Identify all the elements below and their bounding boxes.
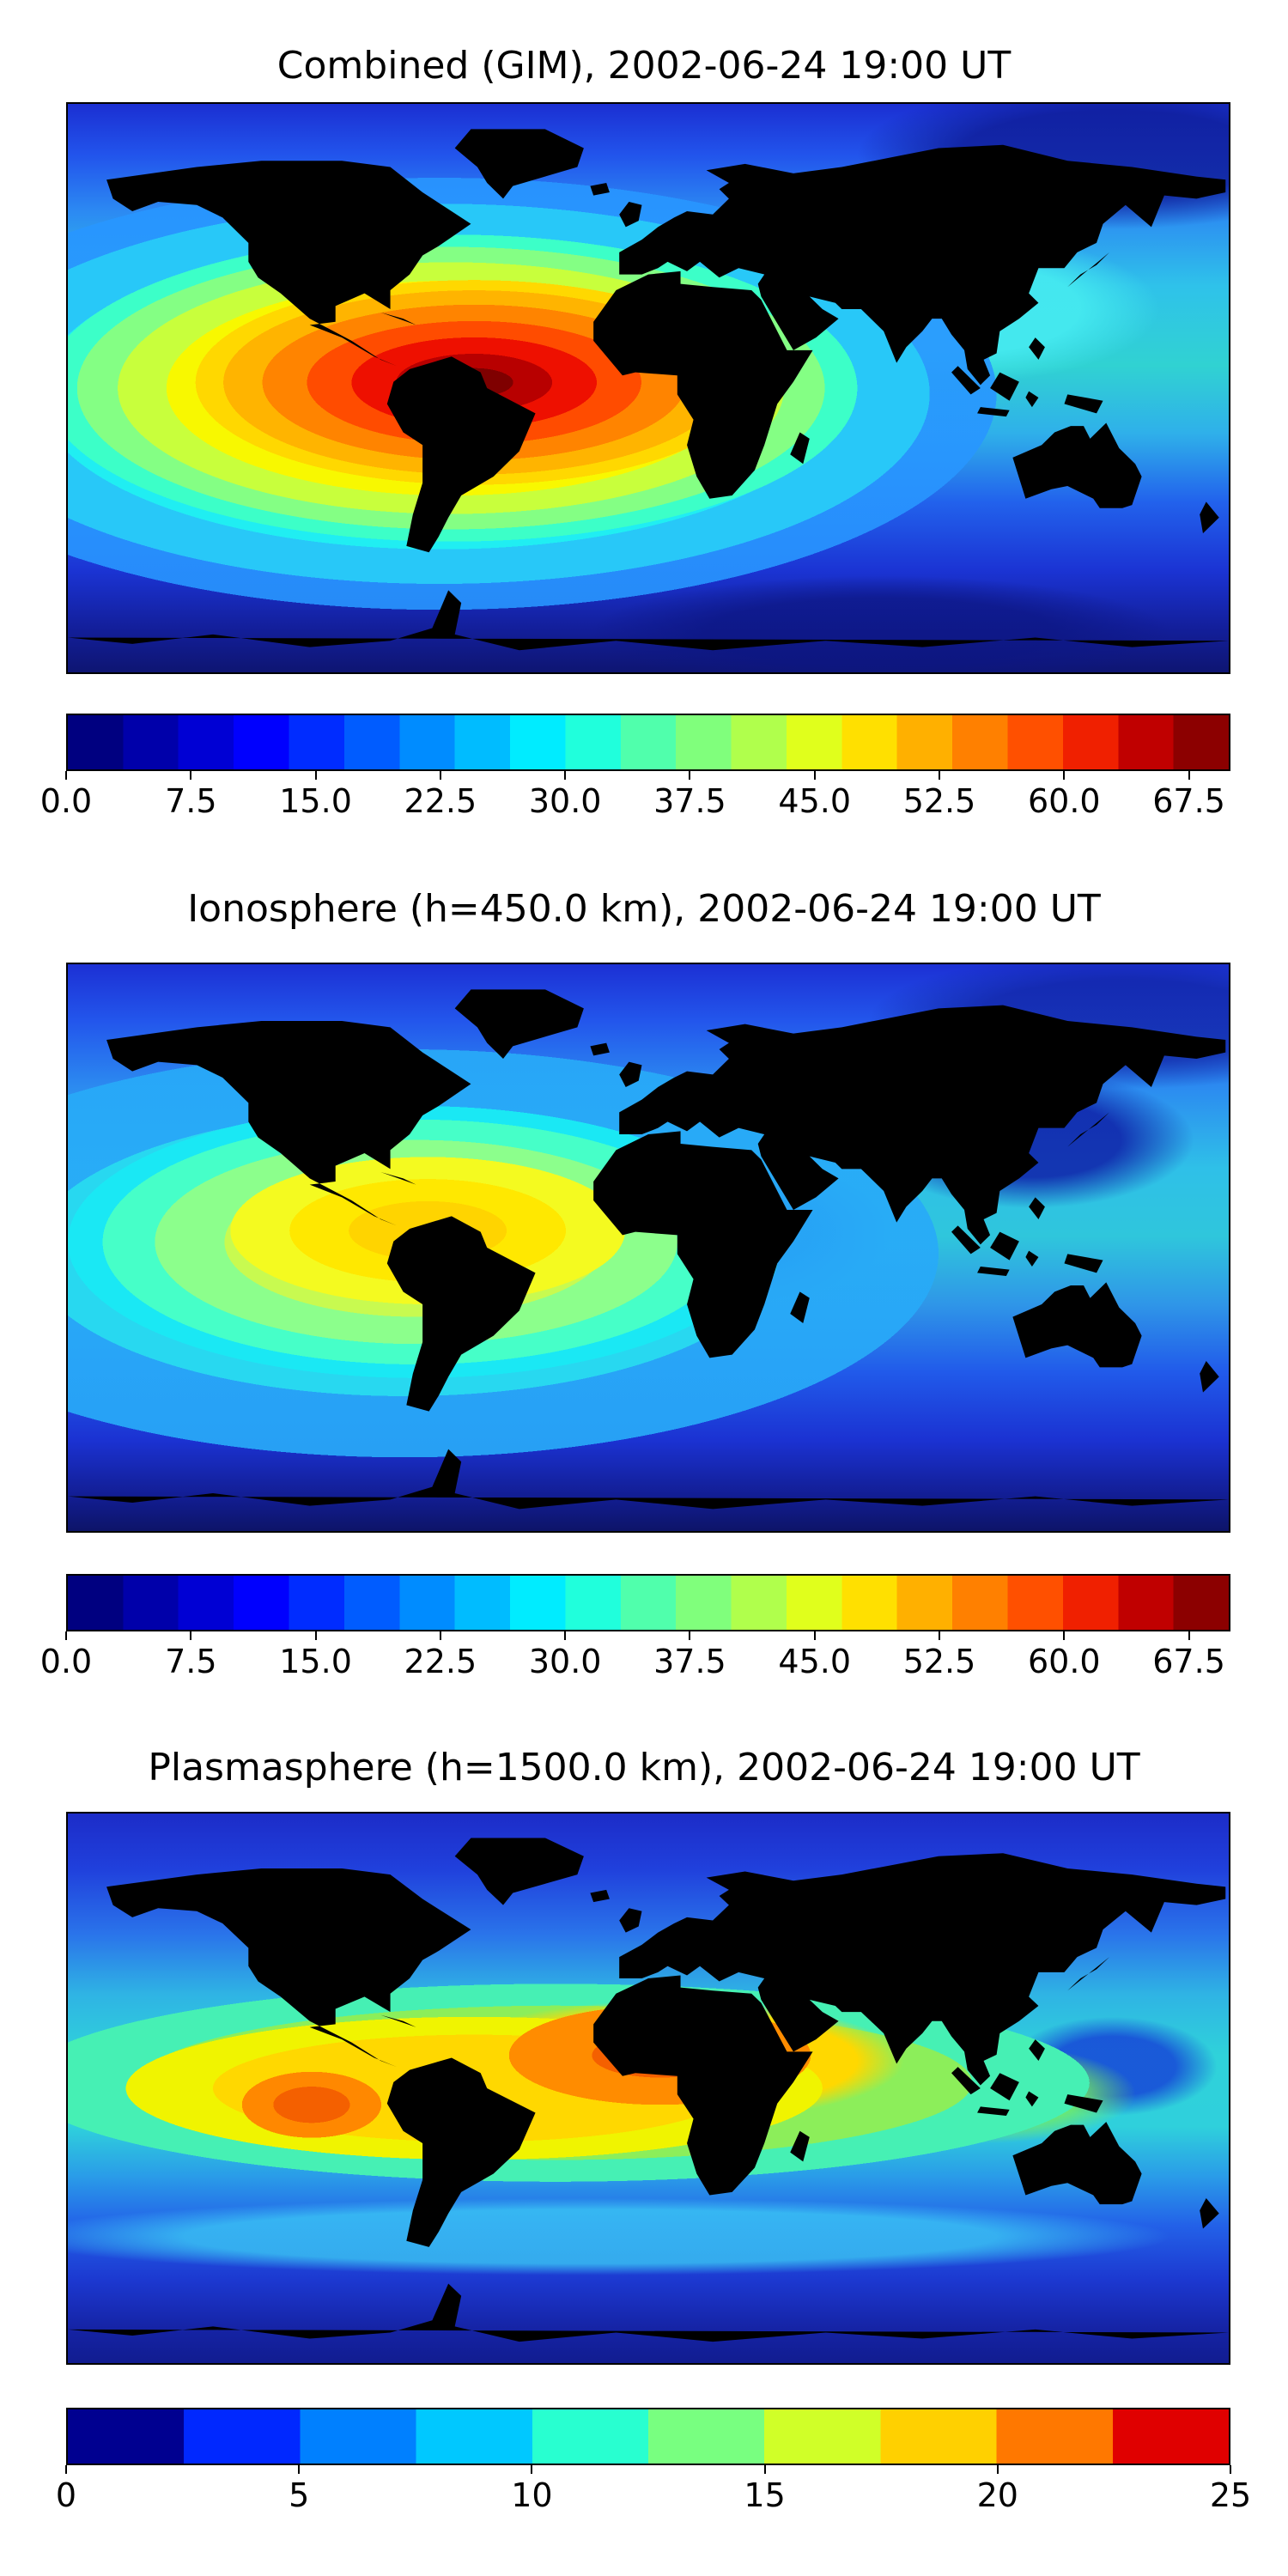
colorbar-tick-labels: 0.0 7.5 15.0 22.5 30.0 37.5 45.0 52.5 60.0 67.5	[40, 782, 1230, 827]
colorbar-tick-label: 52.5	[902, 1643, 976, 1680]
colorbar-tick-label: 22.5	[404, 1643, 477, 1680]
colorbar-tick-label: 0.0	[39, 782, 93, 820]
colorbar-tick-mark	[298, 2465, 301, 2474]
panel-title-plasmasphere: Plasmasphere (h=1500.0 km), 2002-06-24 1…	[148, 1746, 1140, 1789]
colorbar-tick-label: 37.5	[653, 1643, 726, 1680]
colorbar-tick-label: 67.5	[1152, 1643, 1225, 1680]
colorbar-gradient	[66, 1574, 1230, 1631]
colorbar-tick-label: 45.0	[778, 1643, 852, 1680]
colorbar-tick-label: 37.5	[653, 782, 726, 820]
colorbar-tick-mark	[314, 1631, 317, 1640]
colorbar-tick-label: 60.0	[1027, 782, 1101, 820]
colorbar-plasmasphere: 0 5 10 15 20 25	[56, 2408, 1251, 2528]
colorbar-tick-label: 67.5	[1152, 782, 1225, 820]
colorbar-tick-label: 0	[55, 2476, 77, 2514]
colorbar-tick-label: 20	[976, 2476, 1018, 2514]
colorbar-tick-label: 30.0	[528, 1643, 602, 1680]
colorbar-tick-mark	[564, 771, 567, 780]
colorbar-combined: 0.0 7.5 15.0 22.5 30.0 37.5 45.0 52.5 60.0 67.5	[40, 714, 1230, 834]
colorbar-tick-marks	[65, 771, 1230, 781]
map-plasmasphere	[66, 1812, 1230, 2365]
colorbar-tick-label: 45.0	[778, 782, 852, 820]
colorbar-tick-mark	[564, 1631, 567, 1640]
colorbar-tick-label: 5	[289, 2476, 310, 2514]
colorbar-tick-mark	[439, 1631, 441, 1640]
colorbar-ionosphere: 0.0 7.5 15.0 22.5 30.0 37.5 45.0 52.5 60.0 67.5	[40, 1574, 1230, 1694]
colorbar-tick-label: 15.0	[279, 782, 352, 820]
colorbar-tick-label: 7.5	[165, 1643, 217, 1680]
colorbar-gradient	[66, 714, 1230, 771]
colorbar-tick-labels: 0.0 7.5 15.0 22.5 30.0 37.5 45.0 52.5 60.0 67.5	[40, 1643, 1230, 1687]
colorbar-tick-mark	[763, 2465, 766, 2474]
colorbar-tick-label: 30.0	[528, 782, 602, 820]
colorbar-tick-mark	[939, 771, 940, 780]
colorbar-tick-label: 10	[511, 2476, 553, 2514]
map-combined	[66, 102, 1230, 674]
colorbar-tick-label: 22.5	[404, 782, 477, 820]
colorbar-tick-mark	[1188, 1631, 1190, 1640]
colorbar-tick-label: 25	[1209, 2476, 1252, 2514]
colorbar-tick-labels: 0 5 10 15 20 25	[56, 2476, 1251, 2521]
colorbar-tick-mark	[1230, 2465, 1231, 2474]
colorbar-tick-mark	[939, 1631, 940, 1640]
colorbar-tick-mark	[439, 771, 441, 780]
colorbar-tick-mark	[314, 771, 317, 780]
colorbar-tick-marks	[65, 1631, 1230, 1642]
colorbar-tick-mark	[1188, 771, 1190, 780]
colorbar-tick-mark	[65, 1631, 67, 1640]
colorbar-tick-label: 52.5	[902, 782, 976, 820]
colorbar-tick-label: 15.0	[279, 1643, 352, 1680]
map-ionosphere	[66, 963, 1230, 1533]
colorbar-tick-mark	[813, 771, 816, 780]
colorbar-tick-mark	[190, 1631, 192, 1640]
colorbar-tick-label: 15	[744, 2476, 786, 2514]
colorbar-tick-mark	[689, 771, 691, 780]
colorbar-tick-label: 0.0	[39, 1643, 93, 1680]
colorbar-tick-label: 7.5	[165, 782, 217, 820]
colorbar-tick-mark	[1063, 1631, 1066, 1640]
panel-title-combined: Combined (GIM), 2002-06-24 19:00 UT	[276, 44, 1012, 88]
colorbar-tick-label: 60.0	[1027, 1643, 1101, 1680]
colorbar-tick-mark	[190, 771, 192, 780]
colorbar-tick-mark	[65, 2465, 67, 2474]
panel-title-ionosphere: Ionosphere (h=450.0 km), 2002-06-24 19:0…	[187, 887, 1101, 931]
colorbar-gradient	[66, 2408, 1230, 2465]
colorbar-tick-mark	[813, 1631, 816, 1640]
colorbar-tick-mark	[65, 771, 67, 780]
coastlines-overlay	[68, 1838, 1229, 2342]
coastlines-overlay	[68, 129, 1229, 651]
colorbar-tick-mark	[996, 2465, 999, 2474]
coastlines-overlay	[68, 989, 1229, 1510]
colorbar-tick-marks	[65, 2465, 1231, 2476]
colorbar-tick-mark	[689, 1631, 691, 1640]
colorbar-tick-mark	[531, 2465, 533, 2474]
colorbar-tick-mark	[1063, 771, 1066, 780]
